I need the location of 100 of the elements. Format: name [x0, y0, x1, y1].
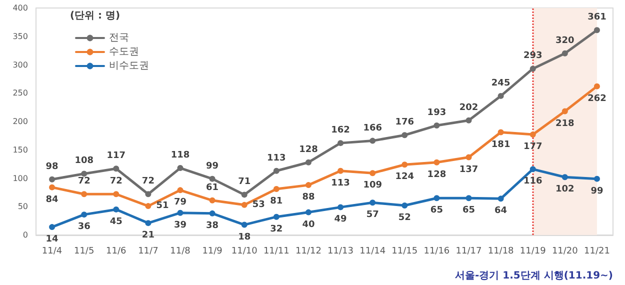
point [305, 209, 312, 216]
x-tick-label: 11/9 [202, 246, 223, 256]
data-label: 293 [523, 51, 542, 62]
point [241, 222, 248, 228]
point [466, 154, 472, 160]
y-tick-label: 400 [12, 4, 28, 12]
x-tick-label: 11/21 [584, 246, 610, 256]
data-label: 81 [270, 196, 283, 207]
legend-label: 비수도권 [109, 60, 149, 72]
data-label: 38 [206, 220, 219, 231]
point [402, 132, 408, 138]
data-label: 88 [302, 192, 315, 203]
x-tick-label: 11/10 [231, 246, 258, 256]
point [338, 140, 344, 146]
legend-title: (단위 : 명) [70, 10, 120, 22]
x-tick-label: 11/17 [456, 246, 482, 256]
data-label: 117 [106, 151, 126, 162]
point [370, 138, 376, 144]
data-label: 84 [46, 194, 58, 205]
data-label: 102 [556, 184, 574, 195]
data-label: 262 [588, 94, 606, 104]
data-label: 113 [267, 153, 286, 164]
x-tick-label: 11/4 [42, 246, 62, 256]
point [49, 224, 56, 230]
data-label: 218 [556, 118, 574, 129]
data-label: 177 [523, 142, 542, 152]
data-label: 162 [331, 126, 350, 136]
y-tick-label: 350 [12, 32, 28, 41]
point [209, 197, 216, 204]
legend-label: 전국 [109, 32, 129, 44]
data-label: 176 [395, 118, 414, 128]
data-label: 113 [331, 178, 350, 188]
point [145, 203, 152, 210]
data-label: 166 [363, 123, 382, 134]
y-tick-label: 100 [12, 174, 28, 183]
data-label: 98 [46, 162, 58, 172]
point [49, 184, 56, 190]
x-tick-label: 11/20 [552, 246, 578, 256]
point [530, 166, 536, 172]
point [113, 206, 120, 212]
x-tick-label: 11/5 [74, 246, 94, 256]
data-label: 18 [238, 232, 251, 242]
y-tick-label: 300 [12, 60, 28, 70]
point [81, 212, 88, 218]
point [177, 210, 184, 216]
y-tick-label: 150 [12, 145, 28, 154]
text: 서울-경기 1.5단계 시행(11.19~) [455, 270, 614, 282]
data-label: 57 [366, 210, 379, 220]
data-label: 116 [523, 176, 542, 187]
point [209, 176, 216, 182]
point [434, 122, 440, 128]
data-label: 72 [78, 176, 90, 187]
x-tick-label: 11/7 [138, 246, 158, 256]
data-label: 49 [334, 214, 347, 225]
data-label: 99 [590, 186, 604, 196]
point [177, 165, 184, 172]
x-tick-label: 11/13 [328, 246, 354, 256]
data-label: 128 [299, 144, 318, 155]
data-label: 109 [363, 180, 382, 191]
data-label: 108 [74, 156, 94, 166]
point [241, 192, 248, 198]
data-label: 118 [170, 150, 190, 161]
data-label: 65 [430, 206, 443, 216]
data-label: 21 [142, 230, 154, 241]
x-tick-label: 11/14 [360, 246, 386, 256]
x-tick-label: 11/12 [296, 246, 322, 256]
data-label: 14 [46, 234, 58, 245]
x-tick-label: 11/11 [263, 246, 290, 256]
data-label: 51 [156, 201, 169, 212]
point [434, 195, 440, 202]
point [241, 202, 248, 208]
point [145, 191, 152, 198]
point [273, 168, 280, 174]
x-tick-label: 11/19 [520, 246, 546, 256]
point [273, 186, 280, 192]
point [177, 187, 184, 194]
point [113, 166, 120, 172]
y-tick-label: 0 [22, 230, 28, 240]
x-tick-label: 11/15 [392, 246, 418, 256]
point [466, 117, 472, 124]
y-tick-label: 250 [12, 88, 28, 98]
data-label: 65 [462, 206, 476, 216]
point [530, 66, 536, 72]
legend-label: 수도권 [109, 46, 139, 58]
data-label: 64 [494, 206, 508, 216]
point [498, 129, 504, 136]
data-label: 361 [588, 12, 606, 23]
point [81, 191, 88, 198]
point [81, 170, 88, 177]
data-label: 71 [238, 177, 251, 188]
point [305, 159, 312, 166]
point [594, 27, 600, 34]
data-label: 72 [110, 176, 122, 187]
y-tick-label: 50 [18, 202, 28, 212]
point [402, 202, 408, 208]
x-tick-label: 11/16 [424, 246, 450, 256]
x-tick-label: 11/8 [170, 246, 191, 256]
point [498, 196, 504, 202]
data-label: 52 [398, 212, 411, 223]
point [338, 168, 344, 174]
